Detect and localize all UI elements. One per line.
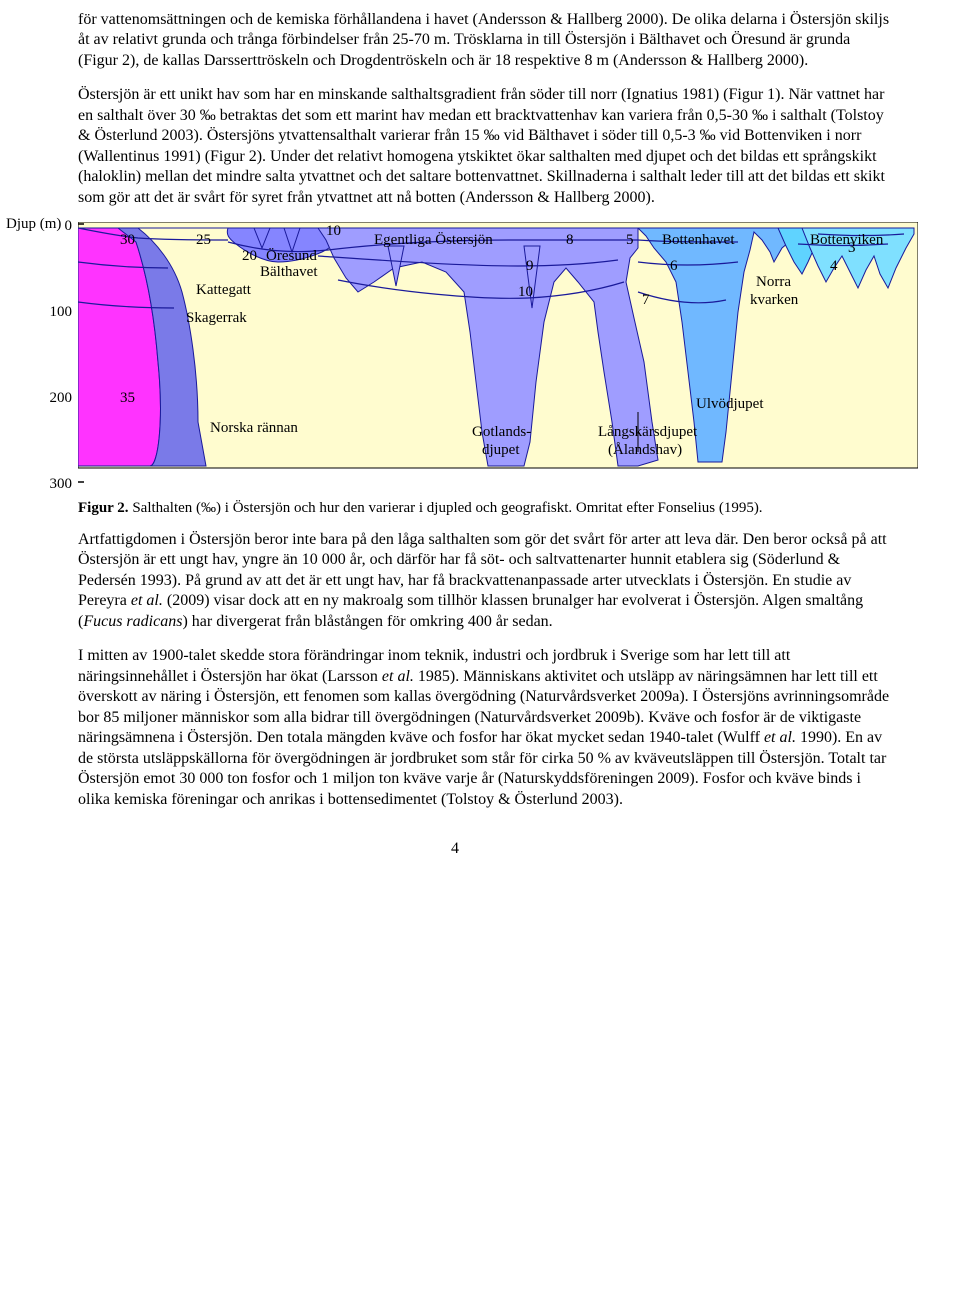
svg-text:20: 20 bbox=[242, 248, 257, 264]
svg-text:Gotlands-: Gotlands- bbox=[472, 424, 531, 440]
svg-text:Bälthavet: Bälthavet bbox=[260, 264, 318, 280]
figure-2-caption: Figur 2. Salthalten (‰) i Östersjön och … bbox=[78, 497, 890, 518]
baltic-cross-section-svg: 3025201089105674335ÖresundBälthavetKatte… bbox=[78, 222, 918, 492]
svg-text:25: 25 bbox=[196, 232, 211, 248]
svg-text:djupet: djupet bbox=[482, 442, 520, 458]
svg-text:Bottenhavet: Bottenhavet bbox=[662, 232, 735, 248]
svg-text:10: 10 bbox=[518, 284, 533, 300]
svg-text:Skagerrak: Skagerrak bbox=[186, 310, 247, 326]
depth-tick: 0 bbox=[32, 218, 72, 235]
svg-text:Kattegatt: Kattegatt bbox=[196, 282, 252, 298]
figure-2: Djup (m) 0 100 200 300 30252010891056743… bbox=[10, 222, 900, 518]
svg-text:8: 8 bbox=[566, 232, 574, 248]
depth-tick: 300 bbox=[32, 476, 72, 493]
svg-text:Ulvödjupet: Ulvödjupet bbox=[696, 396, 764, 412]
depth-tick: 200 bbox=[32, 390, 72, 407]
svg-text:35: 35 bbox=[120, 390, 135, 406]
svg-text:7: 7 bbox=[642, 292, 650, 308]
svg-text:4: 4 bbox=[830, 258, 838, 274]
svg-text:Bottenviken: Bottenviken bbox=[810, 232, 884, 248]
svg-text:Egentliga Östersjön: Egentliga Östersjön bbox=[374, 231, 493, 248]
svg-text:kvarken: kvarken bbox=[750, 292, 799, 308]
svg-text:10: 10 bbox=[326, 223, 341, 239]
paragraph-2: Östersjön är ett unikt hav som har en mi… bbox=[78, 85, 890, 208]
depth-tick: 100 bbox=[32, 304, 72, 321]
paragraph-3: Artfattigdomen i Östersjön beror inte ba… bbox=[78, 530, 890, 632]
svg-text:(Ålandshav): (Ålandshav) bbox=[608, 442, 682, 458]
svg-text:6: 6 bbox=[670, 258, 678, 274]
paragraph-4: I mitten av 1900-talet skedde stora förä… bbox=[78, 646, 890, 810]
svg-text:Norra: Norra bbox=[756, 274, 791, 290]
svg-text:5: 5 bbox=[626, 232, 634, 248]
svg-text:Norska rännan: Norska rännan bbox=[210, 420, 298, 436]
svg-text:9: 9 bbox=[526, 258, 534, 274]
page-number: 4 bbox=[10, 840, 900, 858]
svg-text:Långskärsdjupet: Långskärsdjupet bbox=[598, 424, 698, 440]
paragraph-1: för vattenomsättningen och de kemiska fö… bbox=[78, 10, 890, 71]
svg-text:30: 30 bbox=[120, 232, 135, 248]
svg-text:Öresund: Öresund bbox=[266, 247, 317, 264]
